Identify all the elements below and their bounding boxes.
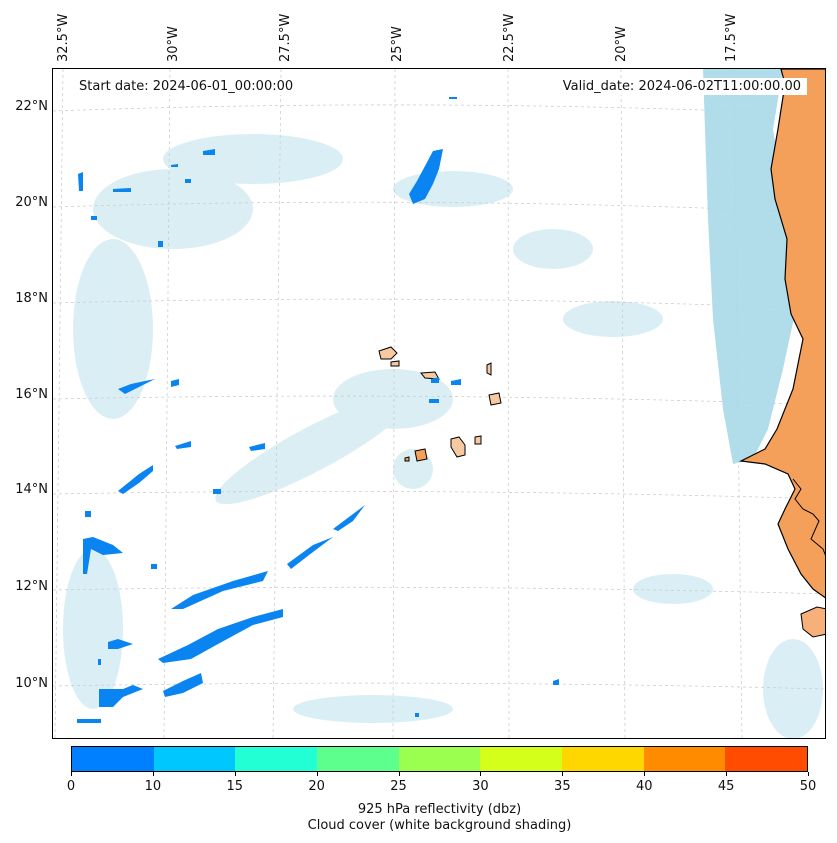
lon-label-3: 25°W	[390, 26, 405, 62]
colorbar-segment-6	[562, 747, 644, 771]
colorbar-tick-label-0: 0	[66, 779, 76, 794]
colorbar-tick-label-8: 45	[717, 779, 735, 794]
colorbar-tick-8	[726, 772, 728, 776]
colorbar-tick-0	[71, 772, 72, 776]
colorbar-tick-label-1: 10	[144, 779, 162, 794]
valid-date-label: Valid_date: 2024-06-02T11:00:00.00	[556, 78, 807, 95]
colorbar-tick-7	[644, 772, 646, 776]
lat-label-3: 16°N	[15, 387, 48, 402]
reflectivity-echoes	[77, 97, 559, 723]
colorbar-segment-8	[725, 747, 808, 771]
colorbar-tick-1	[152, 772, 154, 776]
colorbar-tick-label-2: 15	[226, 779, 244, 794]
colorbar-tick-3	[316, 772, 318, 776]
colorbar-tick-label-3: 20	[308, 779, 325, 794]
lat-label-4: 14°N	[15, 482, 48, 497]
lon-label-4: 22.5°W	[502, 13, 517, 62]
africa-land	[738, 69, 825, 599]
lon-label-1: 30°W	[166, 26, 181, 62]
colorbar-ticks: 0 10 15 20 25 30 35 40 45 50	[67, 772, 816, 802]
colorbar-tick-label-7: 40	[635, 779, 653, 794]
colorbar-tick-label-5: 30	[472, 779, 489, 794]
lat-label-1: 20°N	[15, 195, 48, 210]
colorbar-tick-label-6: 35	[554, 779, 571, 794]
colorbar-tick-4	[398, 772, 400, 776]
lat-label-2: 18°N	[15, 291, 48, 306]
colorbar-title-line1: 925 hPa reflectivity (dbz)	[357, 802, 522, 817]
colorbar-segment-5	[480, 747, 563, 771]
map-canvas	[53, 69, 825, 738]
colorbar-segment-1	[153, 747, 236, 771]
lat-label-5: 12°N	[15, 579, 48, 594]
lat-label-0: 22°N	[15, 99, 48, 114]
map-panel: Start date: 2024-06-01_00:00:00 Valid_da…	[52, 68, 826, 739]
colorbar-segment-4	[398, 747, 481, 771]
colorbar-segment-7	[643, 747, 726, 771]
colorbar-segment-3	[317, 747, 399, 771]
colorbar-title-line2: Cloud cover (white background shading)	[307, 818, 572, 833]
colorbar-tick-label-9: 50	[799, 779, 817, 794]
colorbar-segment-2	[235, 747, 318, 771]
lon-label-6: 17.5°W	[724, 13, 739, 62]
colorbar-segment-0	[72, 747, 154, 771]
cape-verde-islands	[378, 346, 502, 462]
latitude-labels: 22°N 20°N 18°N 16°N 14°N 12°N 10°N	[0, 0, 60, 740]
lon-label-5: 20°W	[614, 26, 629, 62]
colorbar-tick-2	[234, 772, 236, 776]
longitude-labels: 32.5°W 30°W 27.5°W 25°W 22.5°W 20°W 17.5°W	[0, 0, 837, 68]
reflectivity-colorbar	[71, 746, 808, 772]
colorbar-tick-9	[808, 772, 809, 776]
colorbar-title: 925 hPa reflectivity (dbz) Cloud cover (…	[71, 802, 808, 834]
coastline-south	[792, 478, 825, 556]
lon-label-2: 27.5°W	[278, 13, 293, 62]
colorbar-tick-5	[480, 772, 482, 776]
lat-label-6: 10°N	[15, 676, 48, 691]
colorbar-tick-6	[562, 772, 564, 776]
africa-land-southern	[800, 606, 825, 638]
colorbar-tick-label-4: 25	[390, 779, 407, 794]
start-date-label: Start date: 2024-06-01_00:00:00	[73, 78, 300, 95]
graticule	[53, 69, 825, 738]
